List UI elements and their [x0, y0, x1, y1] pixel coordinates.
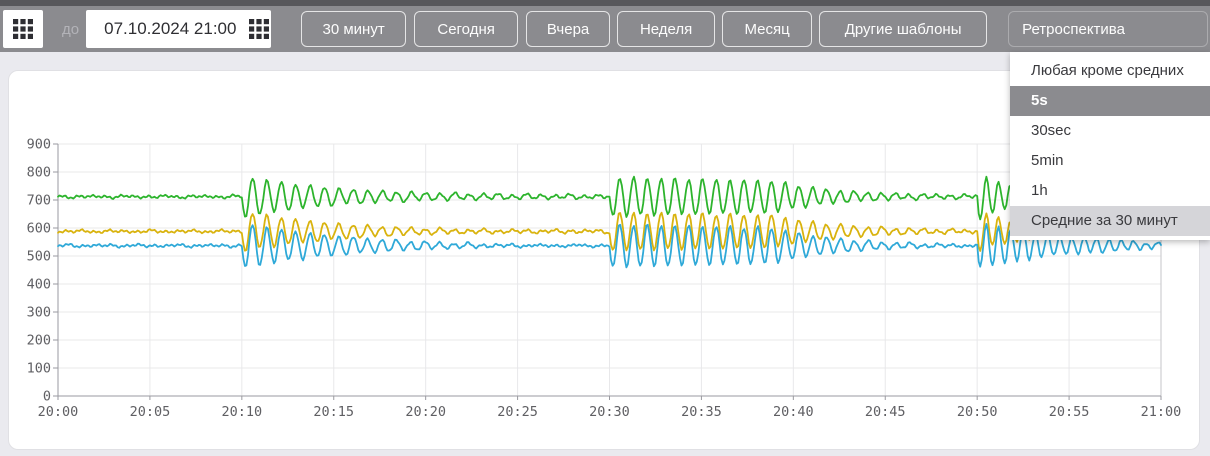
svg-text:500: 500 — [27, 249, 51, 265]
btn-other-templates[interactable]: Другие шаблоны — [819, 11, 988, 47]
calendar-grid-icon — [13, 19, 33, 39]
svg-text:700: 700 — [27, 193, 51, 209]
from-datetime-picker-button[interactable] — [3, 10, 43, 48]
svg-text:20:05: 20:05 — [130, 404, 171, 420]
retrospective-dropdown-menu: Любая кроме средних 5s 30sec 5min 1h Сре… — [1010, 52, 1210, 240]
svg-text:200: 200 — [27, 333, 51, 349]
svg-text:400: 400 — [27, 277, 51, 293]
calendar-grid-icon — [248, 19, 269, 39]
dropdown-item-any-except-averages[interactable]: Любая кроме средних — [1031, 62, 1184, 79]
svg-text:20:10: 20:10 — [222, 404, 263, 420]
dropdown-item-5min[interactable]: 5min — [1031, 152, 1064, 169]
to-datetime-input[interactable] — [102, 18, 247, 40]
svg-text:20:25: 20:25 — [497, 404, 538, 420]
svg-text:20:35: 20:35 — [681, 404, 722, 420]
svg-text:20:20: 20:20 — [405, 404, 446, 420]
svg-text:20:30: 20:30 — [589, 404, 630, 420]
to-datetime-picker-button[interactable] — [246, 11, 271, 47]
svg-text:300: 300 — [27, 305, 51, 321]
retrospective-select[interactable]: Ретроспектива — [1008, 11, 1209, 47]
svg-text:20:55: 20:55 — [1049, 404, 1090, 420]
series-line-middle-yellow — [57, 211, 1162, 252]
svg-text:20:50: 20:50 — [957, 404, 998, 420]
chart-panel: 0 100 200 300 400 500 600 700 800 900 20:00 20:05 20… — [8, 70, 1200, 450]
svg-text:900: 900 — [27, 137, 51, 153]
btn-30min[interactable]: 30 минут — [301, 11, 407, 47]
svg-text:20:00: 20:00 — [38, 404, 79, 420]
dropdown-item-averages-30min[interactable]: Средние за 30 минут — [1010, 206, 1210, 236]
svg-text:800: 800 — [27, 165, 51, 181]
svg-text:20:40: 20:40 — [773, 404, 814, 420]
svg-text:20:15: 20:15 — [313, 404, 354, 420]
svg-text:0: 0 — [43, 389, 51, 405]
series-line-upper-green — [57, 175, 1162, 221]
svg-text:600: 600 — [27, 221, 51, 237]
to-datetime-field — [86, 10, 272, 48]
retrospective-chart: 0 100 200 300 400 500 600 700 800 900 20:00 20:05 20… — [9, 71, 1199, 449]
btn-week[interactable]: Неделя — [617, 11, 716, 47]
chart-svg: 0 100 200 300 400 500 600 700 800 900 20:00 20:05 20… — [27, 137, 1182, 421]
btn-month[interactable]: Месяц — [722, 11, 813, 47]
svg-text:21:00: 21:00 — [1141, 404, 1182, 420]
series-line-lower-blue — [57, 222, 1162, 269]
btn-today[interactable]: Сегодня — [414, 11, 519, 47]
toolbar: до 30 минут Сегодня Вчера Неделя Месяц Д… — [0, 0, 1210, 52]
btn-yesterday[interactable]: Вчера — [526, 11, 611, 47]
retrospective-label: Ретроспектива — [1022, 20, 1125, 38]
dropdown-item-5s[interactable]: 5s — [1010, 86, 1210, 116]
svg-text:100: 100 — [27, 361, 51, 377]
svg-text:20:45: 20:45 — [865, 404, 906, 420]
to-label: до — [62, 20, 80, 38]
dropdown-item-1h[interactable]: 1h — [1031, 182, 1048, 199]
dropdown-item-30sec[interactable]: 30sec — [1031, 122, 1072, 139]
